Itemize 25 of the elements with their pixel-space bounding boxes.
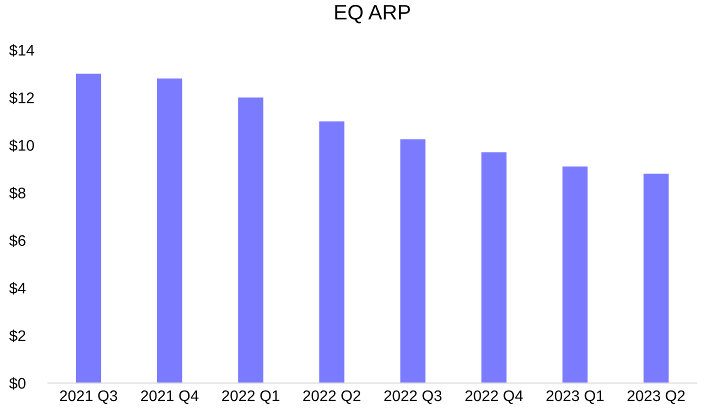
bar (400, 139, 426, 384)
x-tick-label: 2022 Q2 (303, 390, 360, 404)
x-tick-label: 2021 Q3 (60, 390, 118, 404)
x-tick-label: 2022 Q3 (384, 390, 442, 404)
y-tick-label: $8 (9, 186, 26, 200)
bar (562, 166, 588, 384)
bar (238, 98, 264, 384)
y-tick-label: $0 (9, 377, 26, 390)
bar (319, 121, 344, 384)
x-tick-label: 2022 Q1 (222, 390, 280, 404)
y-tick-label: $4 (9, 282, 26, 294)
bar (157, 78, 182, 384)
y-tick-label: $2 (9, 330, 26, 342)
x-tick-label: 2023 Q2 (628, 390, 685, 404)
bar (76, 74, 102, 384)
y-tick-label: $10 (9, 139, 34, 152)
bar (644, 174, 669, 384)
x-tick-label: 2022 Q4 (465, 390, 523, 404)
bar (481, 152, 507, 384)
x-tick-label: 2023 Q1 (546, 390, 604, 404)
chart-title: EQ ARP (335, 4, 410, 24)
y-tick-label: $6 (9, 234, 26, 247)
y-tick-label: $12 (9, 92, 34, 104)
x-tick-label: 2021 Q4 (141, 390, 198, 404)
y-tick-label: $14 (9, 44, 34, 57)
